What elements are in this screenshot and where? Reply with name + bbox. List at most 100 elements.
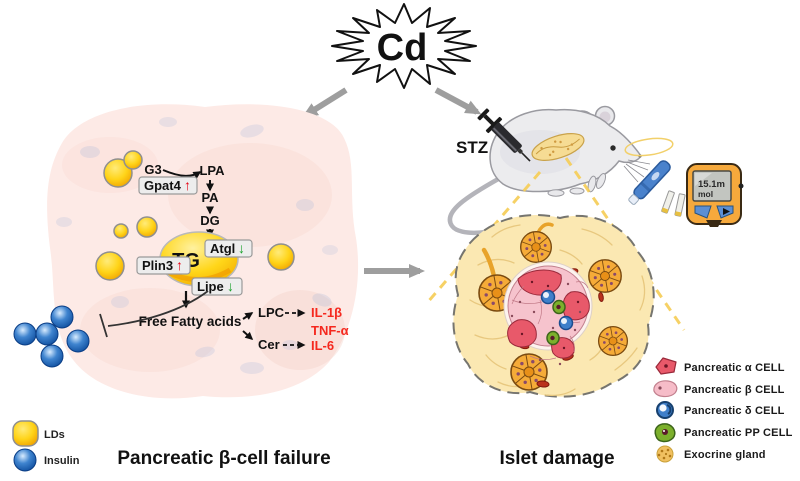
cell-texture [56,117,345,374]
acinus [588,259,622,293]
lipid-droplet-icon [12,420,39,447]
screen-glare [695,173,712,186]
test-strips-icon [661,190,686,217]
insulin-granule [50,305,74,329]
lipid-droplet [136,216,158,238]
plin3-label: Plin3 [142,258,173,273]
lipe-down-icon: ↓ [227,278,234,294]
gpat4-up-icon: ↑ [184,177,191,193]
cell-borders [511,281,589,360]
lipid-droplet [123,150,143,170]
atgl-box: Atgl ↓ [204,239,253,258]
inhibition-line [107,290,209,327]
gpat4-box: Gpat4 ↑ [138,176,198,195]
insulin-icon [13,448,37,472]
mouse-eye [610,145,616,151]
legend-label-beta: Pancreatic β CELL [684,384,785,396]
arrow-cd-to-mouse [434,87,482,115]
atgl-label: Atgl [210,241,235,256]
lds-legend-label: LDs [44,429,65,441]
pa-label: PA [201,190,219,205]
mouse-paw [587,175,597,193]
cd-burst: Cd [331,3,477,89]
mouse-illustration [447,105,674,236]
insulin-granule [35,322,59,346]
mouse-foot [569,187,585,195]
arrow-g3-to-lpa [162,169,202,179]
legend-label-pp: Pancreatic PP CELL [684,427,793,439]
plin3-box: Plin3 ↑ [136,256,191,275]
pancreas [531,133,585,161]
plin3-up-icon: ↑ [176,257,183,273]
lipid-droplet [95,251,125,281]
right-caption: Islet damage [499,448,614,469]
legend-item-delta-cell: Pancreatic δ CELL [656,401,785,419]
atgl-down-icon: ↓ [238,240,245,256]
alpha-cell-patch [517,269,562,296]
lipid-droplet [103,158,133,188]
alpha-nuclei [520,280,580,350]
insulin-granules [13,305,90,368]
glucometer-reading-value: 15.1m [698,179,725,190]
mouse-paw [595,173,607,189]
left-legend: LDs Insulin [12,420,80,472]
beta-cell-illustration: G3 LPA PA DG TG Gpat4 ↑ Atgl ↓ Plin3 ↑ [13,104,359,399]
syringe-icon [477,108,531,162]
glucometer-icon: 15.1m mol [686,163,744,227]
glucometer-side-button [738,183,744,189]
legend-item-exocrine: Exocrine gland [656,445,766,463]
legend-label-alpha: Pancreatic α CELL [684,362,785,374]
legend-item-beta-cell: Pancreatic β CELL [653,380,785,398]
glucometer-screen [692,170,732,202]
inhibition-bar [99,313,108,338]
islet-core [503,261,593,366]
il6-label: IL-6 [311,338,334,353]
lipid-droplet [267,243,295,271]
arrow-ffa-to-lpc [242,312,254,320]
islet-illustration [452,214,655,398]
gpat4-label: Gpat4 [144,178,182,193]
legend-item-alpha-cell: Pancreatic α CELL [655,357,785,375]
legend-item-pp-cell: Pancreatic PP CELL [654,423,793,443]
delta-cell [558,315,574,331]
cell-nuclei [510,282,582,366]
glucometer-reading-unit: mol [698,189,713,199]
beta-cell-icon [653,380,678,398]
ffa-label: Free Fatty acids [139,314,242,329]
glucometer-button-left [694,205,712,219]
lipe-box: Lipe ↓ [191,277,243,296]
pp-cell [552,299,566,315]
acinus [510,353,548,391]
lipid-droplet [113,223,129,239]
delta-cell [540,289,556,305]
lpa-label: LPA [199,163,225,178]
tnfa-label: TNF-α [311,323,349,338]
glucometer-port [706,220,722,227]
starburst-shape [331,3,477,89]
stz-label: STZ [456,138,488,157]
halo-ring [624,137,674,157]
lipe-label: Lipe [197,279,224,294]
legend-label-delta: Pancreatic δ CELL [684,405,785,417]
acinus [520,231,552,263]
play-icon [723,208,730,215]
lpc-label: LPC [258,305,285,320]
arrow-ffa-to-cer [242,330,254,340]
mouse-whiskers [623,159,651,183]
lipid-droplets [95,150,295,281]
insulin-granule [13,322,37,346]
islet-legend: Pancreatic α CELL Pancreatic β CELL Panc… [653,357,793,463]
legend-label-exocrine: Exocrine gland [684,449,766,461]
il1b-label: IL-1β [311,305,342,320]
g3-label: G3 [144,162,161,177]
left-caption: Pancreatic β-cell failure [117,448,330,469]
acinus [597,325,629,357]
mouse-foot [547,189,565,197]
insulin-granule [66,329,90,353]
cer-label: Cer [258,337,280,352]
arrow-cd-to-cell [301,87,348,118]
insulin-legend-label: Insulin [44,455,80,467]
insulin-granule [40,344,64,368]
